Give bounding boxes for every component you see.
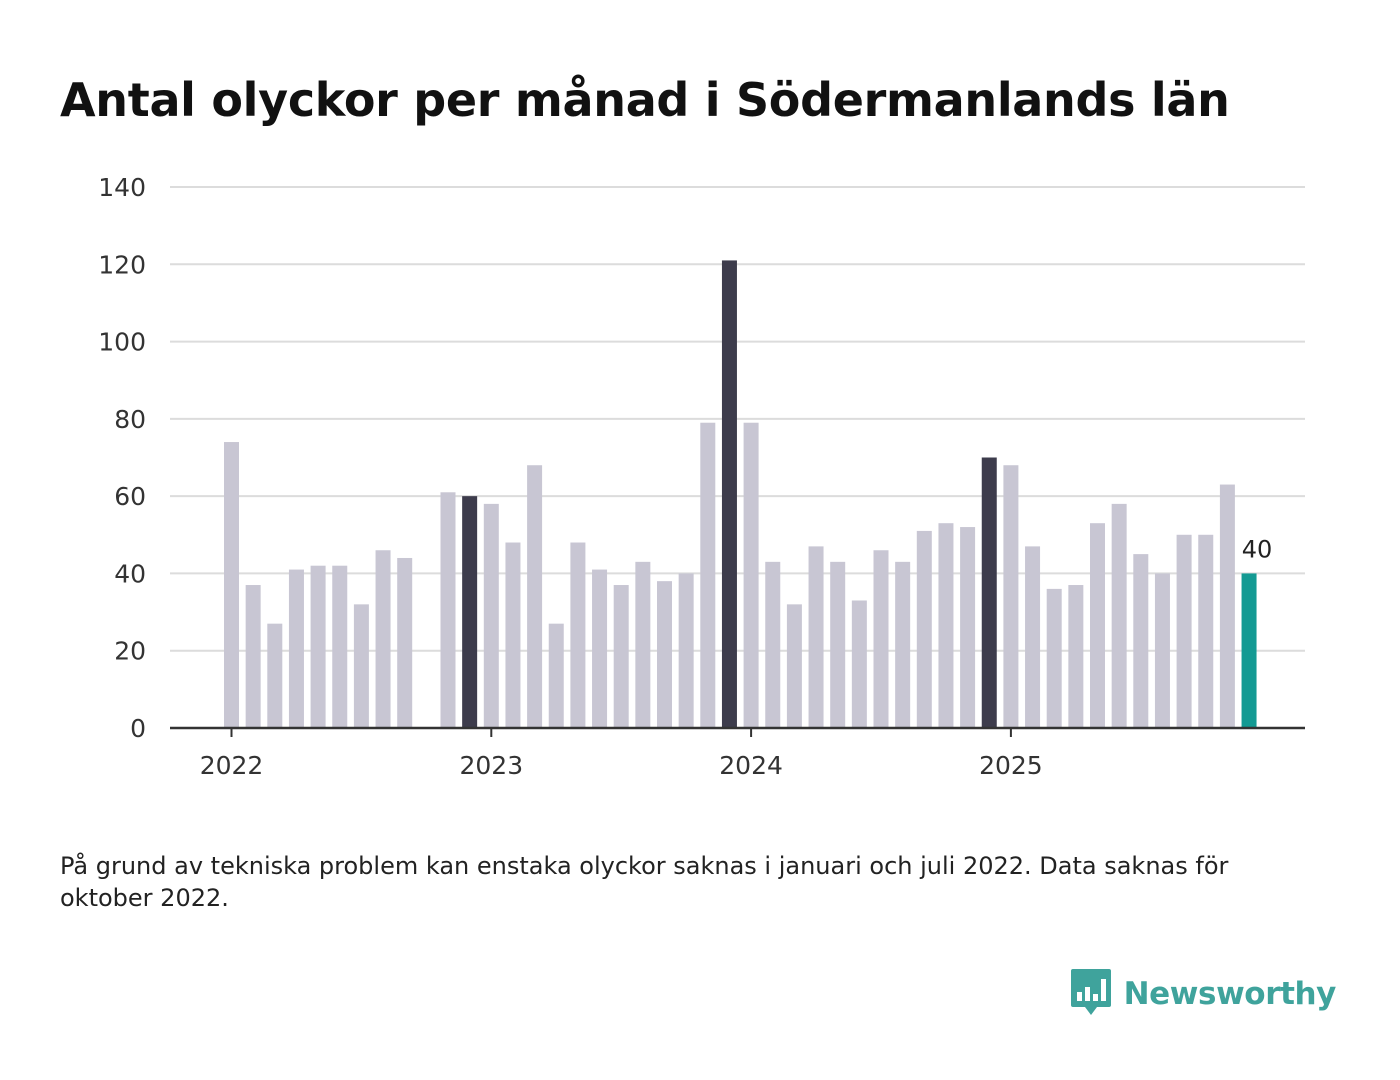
brand-name: Newsworthy [1123, 976, 1337, 1012]
bar-2024-04 [808, 546, 824, 728]
y-tick-label: 100 [98, 328, 146, 357]
bar-2024-05 [830, 561, 846, 728]
bar-2022-04 [288, 569, 304, 728]
bar-2022-08 [375, 550, 391, 728]
chart-title: Antal olyckor per månad i Södermanlands … [60, 73, 1230, 127]
bar-2023-12 [721, 260, 737, 728]
bar-2022-05 [310, 565, 326, 728]
bar-2023-09 [657, 581, 672, 728]
bar-2025-08 [1154, 573, 1170, 728]
bar-2024-11 [960, 527, 976, 728]
bar-2024-09 [916, 530, 932, 728]
bar-2022-01 [224, 442, 239, 728]
bar-2025-02 [1025, 546, 1041, 728]
y-tick-label: 120 [98, 250, 146, 279]
bar-2023-02 [505, 542, 521, 728]
y-tick-label: 80 [114, 405, 146, 434]
bar-2024-02 [765, 561, 781, 728]
bar-2024-08 [895, 561, 911, 728]
bar-2022-09 [397, 557, 413, 728]
bar-2023-01 [483, 503, 499, 728]
y-tick-label: 140 [98, 173, 146, 202]
bar-2023-03 [527, 465, 543, 728]
bars [224, 260, 1257, 728]
bar-2025-05 [1090, 523, 1105, 728]
bar-2024-10 [938, 523, 954, 728]
bar-2023-05 [570, 542, 586, 728]
data-labels: 40 [1238, 532, 1276, 567]
bar-2023-11 [700, 422, 716, 728]
x-tick-label: 2023 [459, 751, 523, 780]
bar-2024-07 [873, 550, 889, 728]
bar-2023-10 [678, 573, 694, 728]
bar-2025-09 [1176, 534, 1192, 728]
y-axis-tick-labels: 0 20 40 60 80 100 120 140 [98, 173, 146, 743]
bar-2025-11 [1219, 484, 1235, 728]
bar-2025-10 [1198, 534, 1214, 728]
newsworthy-bar-chart-logo-icon [1070, 967, 1112, 1021]
bar-2025-03 [1046, 588, 1062, 728]
bar-2022-12 [462, 496, 478, 728]
bar-2024-12 [981, 457, 997, 728]
bar-2022-11 [440, 492, 456, 728]
bar-2023-04 [548, 623, 564, 728]
bar-2024-03 [786, 604, 802, 728]
bar-2024-06 [851, 600, 867, 728]
bar-2022-03 [267, 623, 283, 728]
y-tick-label: 0 [130, 714, 146, 743]
y-tick-label: 40 [114, 559, 146, 588]
x-tick-label: 2024 [719, 751, 783, 780]
bar-2025-07 [1133, 554, 1149, 728]
bar-2025-01 [1003, 465, 1019, 728]
bar-2024-01 [743, 422, 759, 728]
bar-2022-02 [245, 585, 261, 728]
bar-2025-04 [1068, 585, 1084, 728]
bar-2023-06 [592, 569, 608, 728]
data-label: 40 [1242, 535, 1273, 563]
bar-2025-06 [1111, 503, 1127, 728]
bar-2023-07 [613, 585, 629, 728]
y-tick-label: 60 [114, 482, 146, 511]
bar-2025-12 [1241, 573, 1257, 728]
x-axis-tick-labels: 2022 2023 2024 2025 [200, 751, 1043, 780]
x-axis [170, 726, 1305, 737]
x-tick-label: 2025 [979, 751, 1043, 780]
bar-2022-06 [332, 565, 348, 728]
bar-2022-07 [353, 604, 369, 728]
x-tick-label: 2022 [200, 751, 264, 780]
footnote: På grund av tekniska problem kan enstaka… [60, 852, 1229, 912]
bar-2023-08 [635, 561, 651, 728]
brand-logo: Newsworthy [1070, 968, 1336, 1020]
y-tick-label: 20 [114, 637, 146, 666]
